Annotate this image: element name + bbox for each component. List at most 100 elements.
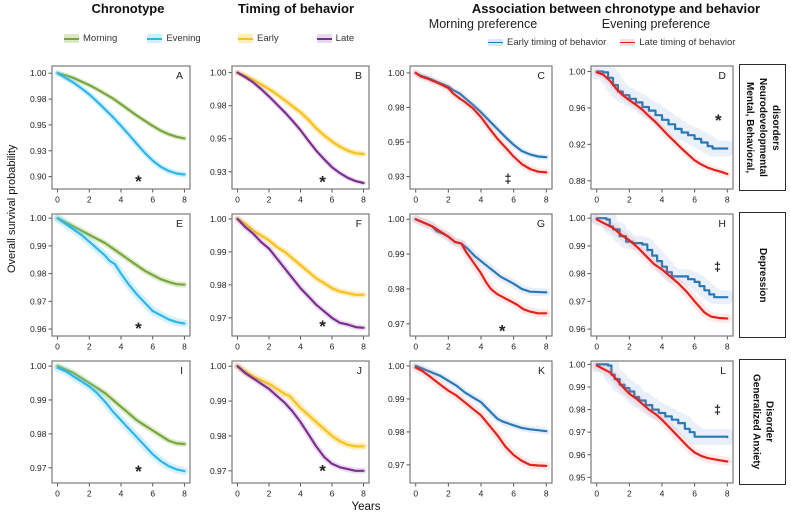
svg-text:4: 4	[479, 342, 484, 352]
x-axis-label: Years	[351, 501, 381, 513]
svg-text:4: 4	[298, 195, 303, 205]
svg-text:8: 8	[361, 195, 366, 205]
legend-line-icon	[620, 41, 636, 44]
significance-marker-D: *	[715, 111, 722, 130]
svg-text:1.00: 1.00	[210, 214, 227, 224]
svg-text:4: 4	[660, 342, 665, 352]
subheader-morning-preference: Morning preference	[428, 17, 538, 31]
legend-item-morning: Morning	[64, 33, 117, 44]
panel-B: 1.00 0.98 0.95 0.93 0 2 4 6 8 B *	[202, 59, 375, 214]
legend-swatch-icon	[316, 34, 332, 43]
svg-text:0: 0	[413, 489, 418, 499]
row-label-box-1: Depression	[739, 212, 786, 338]
panel-G: 1.00 0.99 0.98 0.97 0 2 4 6 8 G *	[380, 207, 558, 361]
svg-text:0.98: 0.98	[210, 101, 227, 111]
svg-text:0.92: 0.92	[569, 139, 586, 149]
legend-label: Early	[257, 33, 279, 44]
svg-text:2: 2	[627, 489, 632, 499]
svg-text:1.00: 1.00	[569, 359, 586, 369]
svg-text:0.97: 0.97	[388, 319, 405, 329]
svg-text:1.00: 1.00	[30, 68, 47, 78]
svg-text:1.00: 1.00	[388, 68, 405, 78]
legend-line-icon	[238, 37, 253, 40]
legend-item-early-timing-of-behavior: Early timing of behavior	[488, 37, 606, 48]
significance-marker-C: ‡	[504, 172, 511, 186]
svg-text:6: 6	[511, 195, 516, 205]
svg-text:8: 8	[182, 489, 187, 499]
svg-text:8: 8	[182, 195, 187, 205]
svg-text:0.98: 0.98	[210, 431, 227, 441]
svg-text:8: 8	[361, 342, 366, 352]
svg-text:8: 8	[544, 195, 549, 205]
panel-letter-H: H	[718, 218, 726, 230]
svg-text:0.98: 0.98	[30, 94, 47, 104]
svg-text:6: 6	[330, 489, 335, 499]
svg-text:0.99: 0.99	[569, 241, 586, 251]
panel-letter-K: K	[538, 365, 545, 377]
svg-text:0: 0	[55, 342, 60, 352]
svg-text:0.96: 0.96	[569, 450, 586, 460]
svg-text:0.99: 0.99	[210, 396, 227, 406]
legend-association: Early timing of behavior Late timing of b…	[488, 37, 735, 48]
row-label-box-2: Generalized Anxiety Disorder	[739, 359, 786, 485]
svg-text:0.93: 0.93	[388, 172, 405, 182]
svg-text:8: 8	[361, 489, 366, 499]
legend-chronotype: Morning Evening	[64, 33, 201, 44]
svg-text:0.96: 0.96	[569, 324, 586, 334]
svg-text:2: 2	[627, 342, 632, 352]
panel-J: 1.00 0.99 0.98 0.97 0 2 4 6 8 J *	[202, 354, 375, 508]
svg-text:4: 4	[298, 342, 303, 352]
significance-marker-F: *	[319, 317, 326, 336]
svg-text:1.00: 1.00	[388, 361, 405, 371]
svg-text:6: 6	[150, 342, 155, 352]
svg-text:4: 4	[660, 489, 665, 499]
svg-text:2: 2	[267, 342, 272, 352]
svg-text:0.97: 0.97	[210, 313, 227, 323]
legend-line-icon	[64, 37, 79, 40]
legend-label: Late	[335, 33, 355, 44]
svg-text:0.97: 0.97	[210, 466, 227, 476]
svg-text:8: 8	[544, 489, 549, 499]
svg-text:0.98: 0.98	[30, 429, 47, 439]
svg-text:0.97: 0.97	[30, 463, 47, 473]
svg-text:6: 6	[330, 195, 335, 205]
svg-text:1.00: 1.00	[210, 361, 227, 371]
svg-text:0.96: 0.96	[569, 103, 586, 113]
legend-swatch-icon	[64, 34, 79, 43]
svg-text:4: 4	[479, 195, 484, 205]
svg-text:2: 2	[627, 195, 632, 205]
legend-swatch-icon	[147, 34, 163, 43]
svg-text:6: 6	[692, 489, 697, 499]
svg-text:4: 4	[479, 489, 484, 499]
svg-text:0.97: 0.97	[569, 427, 586, 437]
svg-text:0: 0	[235, 342, 240, 352]
svg-text:6: 6	[150, 195, 155, 205]
legend-item-late: Late	[316, 33, 355, 44]
svg-text:8: 8	[725, 195, 730, 205]
legend-line-icon	[488, 41, 503, 44]
panel-letter-D: D	[718, 70, 726, 82]
panel-C: 1.00 0.98 0.95 0.93 0 2 4 6 8 C ‡	[380, 59, 558, 214]
panel-letter-L: L	[720, 365, 726, 377]
svg-text:0.90: 0.90	[30, 172, 47, 182]
svg-text:0: 0	[594, 489, 599, 499]
svg-text:0: 0	[413, 195, 418, 205]
significance-marker-E: *	[135, 319, 142, 338]
panel-I: 1.00 0.99 0.98 0.97 0 2 4 6 8 I *	[22, 354, 196, 508]
svg-text:0.99: 0.99	[30, 395, 47, 405]
svg-text:0.98: 0.98	[388, 427, 405, 437]
panel-H: 1.00 0.99 0.98 0.97 0.96 0 2 4 6 8 H ‡	[561, 207, 739, 361]
panel-letter-I: I	[180, 365, 183, 377]
svg-text:0: 0	[55, 195, 60, 205]
legend-label: Early timing of behavior	[507, 37, 607, 48]
panel-D: 1.00 0.96 0.92 0.88 0 2 4 6 8 D *	[561, 59, 739, 214]
svg-text:2: 2	[87, 195, 92, 205]
legend-item-early: Early	[238, 33, 279, 44]
svg-text:0.99: 0.99	[30, 241, 47, 251]
panel-letter-C: C	[537, 70, 545, 82]
svg-text:2: 2	[87, 342, 92, 352]
panel-letter-A: A	[176, 70, 183, 82]
svg-text:2: 2	[267, 489, 272, 499]
legend-swatch-icon	[620, 39, 636, 46]
